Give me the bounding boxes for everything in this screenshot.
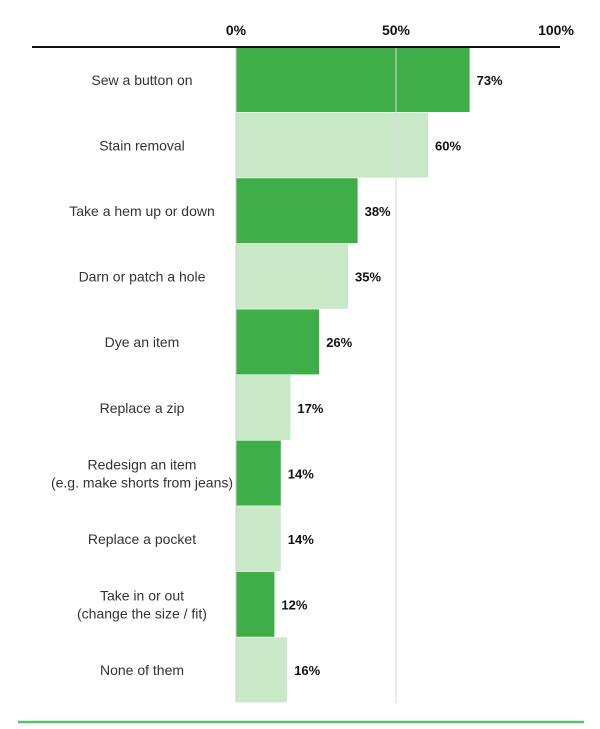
bar-9 [236, 637, 288, 703]
bar-2 [236, 178, 358, 244]
value-label-8: 12% [281, 598, 307, 613]
bar-5 [236, 375, 291, 440]
bar-3 [236, 243, 348, 309]
value-label-4: 26% [326, 335, 352, 350]
value-label-3: 35% [355, 270, 381, 285]
value-label-6: 14% [288, 466, 314, 481]
bar-1 [236, 112, 428, 178]
category-label-4: Dye an item [105, 334, 180, 350]
tick-label-50: 50% [382, 22, 411, 38]
value-label-2: 38% [365, 204, 391, 219]
tick-label-100: 100% [538, 22, 574, 38]
category-label-8-line-0: Take in or out [100, 588, 184, 604]
value-label-7: 14% [288, 532, 314, 547]
category-label-0: Sew a button on [91, 72, 192, 88]
category-label-7: Replace a pocket [88, 531, 196, 547]
category-label-6-line-1: (e.g. make shorts from jeans) [51, 474, 233, 490]
category-label-2: Take a hem up or down [69, 203, 215, 219]
category-label-1: Stain removal [99, 137, 185, 153]
bar-7 [236, 506, 281, 572]
category-label-9: None of them [100, 662, 184, 678]
category-label-5: Replace a zip [100, 400, 185, 416]
bar-6 [236, 440, 281, 506]
tick-label-0: 0% [226, 22, 247, 38]
value-label-1: 60% [435, 138, 461, 153]
value-label-9: 16% [294, 663, 320, 678]
category-label-8-line-1: (change the size / fit) [77, 606, 207, 622]
category-label-3: Darn or patch a hole [79, 269, 206, 285]
bar-4 [236, 309, 320, 375]
value-label-0: 73% [477, 73, 503, 88]
value-label-5: 17% [297, 401, 323, 416]
bar-0 [236, 47, 470, 112]
category-label-6-line-0: Redesign an item [88, 456, 197, 472]
bar-8 [236, 571, 275, 637]
